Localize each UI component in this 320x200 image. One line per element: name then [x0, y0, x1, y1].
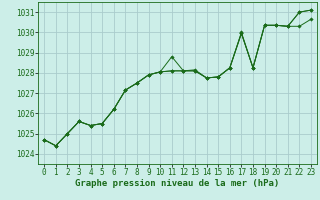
- X-axis label: Graphe pression niveau de la mer (hPa): Graphe pression niveau de la mer (hPa): [76, 179, 280, 188]
